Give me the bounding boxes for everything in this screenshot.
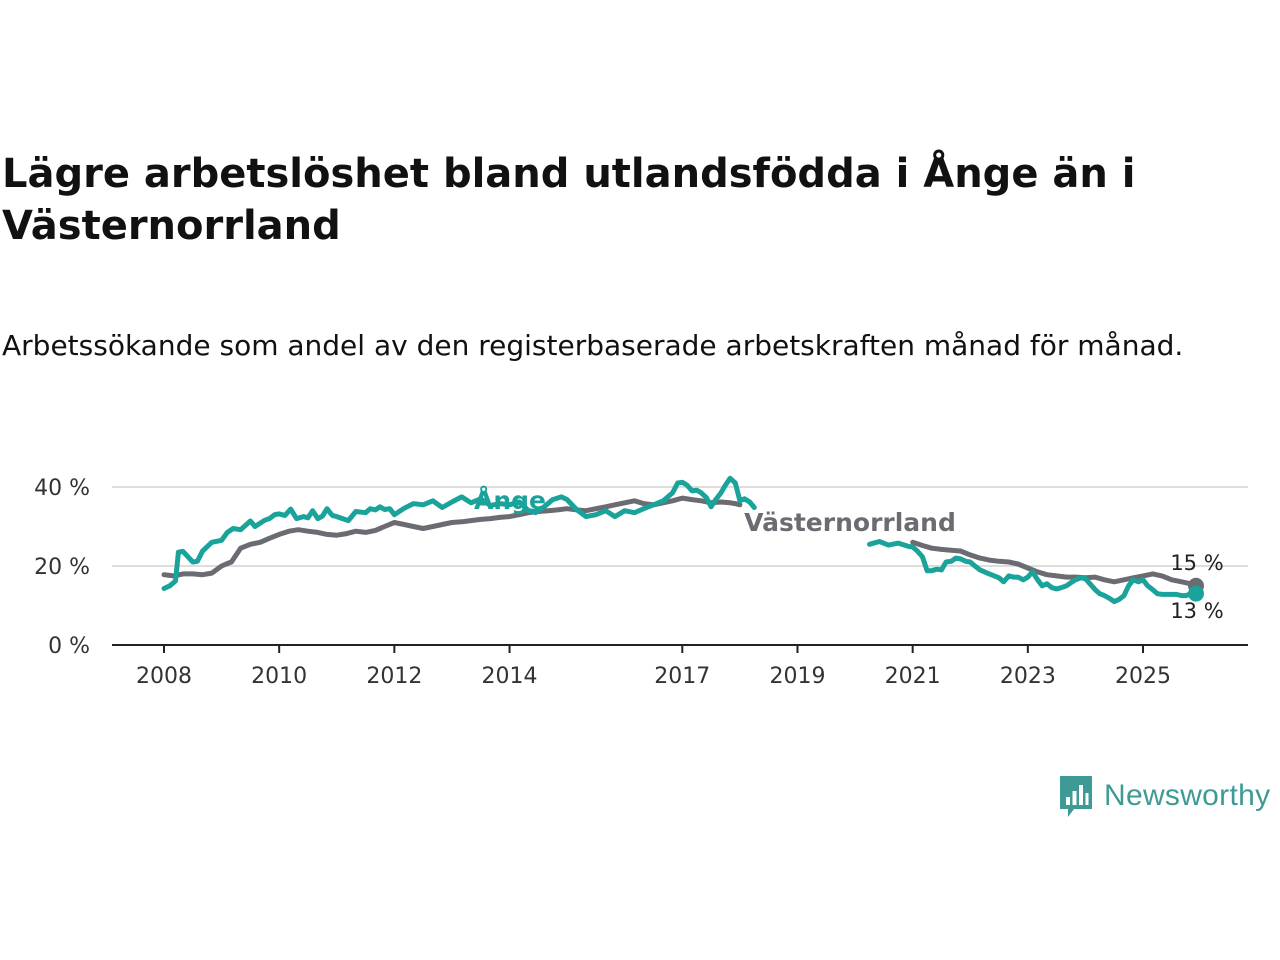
y-axis: 0 % 20 % 40 % bbox=[34, 476, 90, 659]
series-lines bbox=[161, 475, 1204, 605]
x-tick-label: 2019 bbox=[769, 664, 825, 689]
end-point-ange bbox=[1188, 585, 1204, 602]
chart-title: Lägre arbetslöshet bland utlandsfödda i … bbox=[2, 151, 1136, 249]
series-label-ange: Ånge bbox=[474, 486, 546, 515]
x-tick-label: 2012 bbox=[366, 664, 422, 689]
line-chart: 0 % 20 % 40 % 2008 2010 2012 2014 2017 2019 2021… bbox=[34, 475, 1248, 689]
series-line-vasternorrland-segment-2 bbox=[910, 539, 1199, 589]
x-tick-label: 2014 bbox=[482, 664, 538, 689]
series-labels: Ånge Västernorrland 15 % 13 % bbox=[474, 486, 1224, 623]
newsworthy-logo[interactable]: Newsworthy bbox=[1058, 772, 1270, 820]
x-tick-label: 2010 bbox=[251, 664, 307, 689]
y-tick-label: 0 % bbox=[48, 634, 90, 659]
series-line-ange-segment-1 bbox=[161, 494, 538, 591]
brand-name: Newsworthy bbox=[1104, 779, 1271, 812]
series-line-vasternorrland-segment-1 bbox=[161, 495, 743, 579]
end-label-ange: 13 % bbox=[1170, 599, 1223, 623]
chart-subtitle: Arbetssökande som andel av den registerb… bbox=[2, 329, 1184, 362]
y-tick-label: 40 % bbox=[34, 476, 90, 501]
series-line-ange-segment-3 bbox=[867, 539, 1199, 605]
x-tick-label: 2021 bbox=[885, 664, 941, 689]
x-tick-label: 2023 bbox=[1000, 664, 1056, 689]
series-line-ange-segment-2 bbox=[533, 475, 757, 520]
newsworthy-logo-icon bbox=[1060, 776, 1092, 817]
end-label-vasternorrland: 15 % bbox=[1170, 551, 1223, 575]
x-tick-label: 2025 bbox=[1115, 664, 1171, 689]
gridlines bbox=[112, 486, 1248, 567]
x-tick-label: 2017 bbox=[654, 664, 710, 689]
x-axis: 2008 2010 2012 2014 2017 2019 2021 2023 2025 bbox=[112, 644, 1248, 689]
x-tick-label: 2008 bbox=[136, 664, 192, 689]
y-tick-label: 20 % bbox=[34, 555, 90, 580]
series-label-vasternorrland: Västernorrland bbox=[744, 508, 956, 537]
